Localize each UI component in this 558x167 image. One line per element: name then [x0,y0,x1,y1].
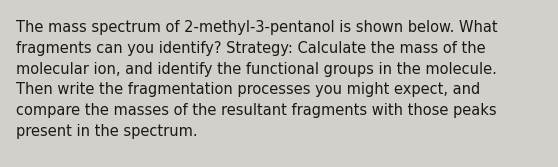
Text: The mass spectrum of 2-methyl-3-pentanol is shown below. What
fragments can you : The mass spectrum of 2-methyl-3-pentanol… [16,20,497,139]
